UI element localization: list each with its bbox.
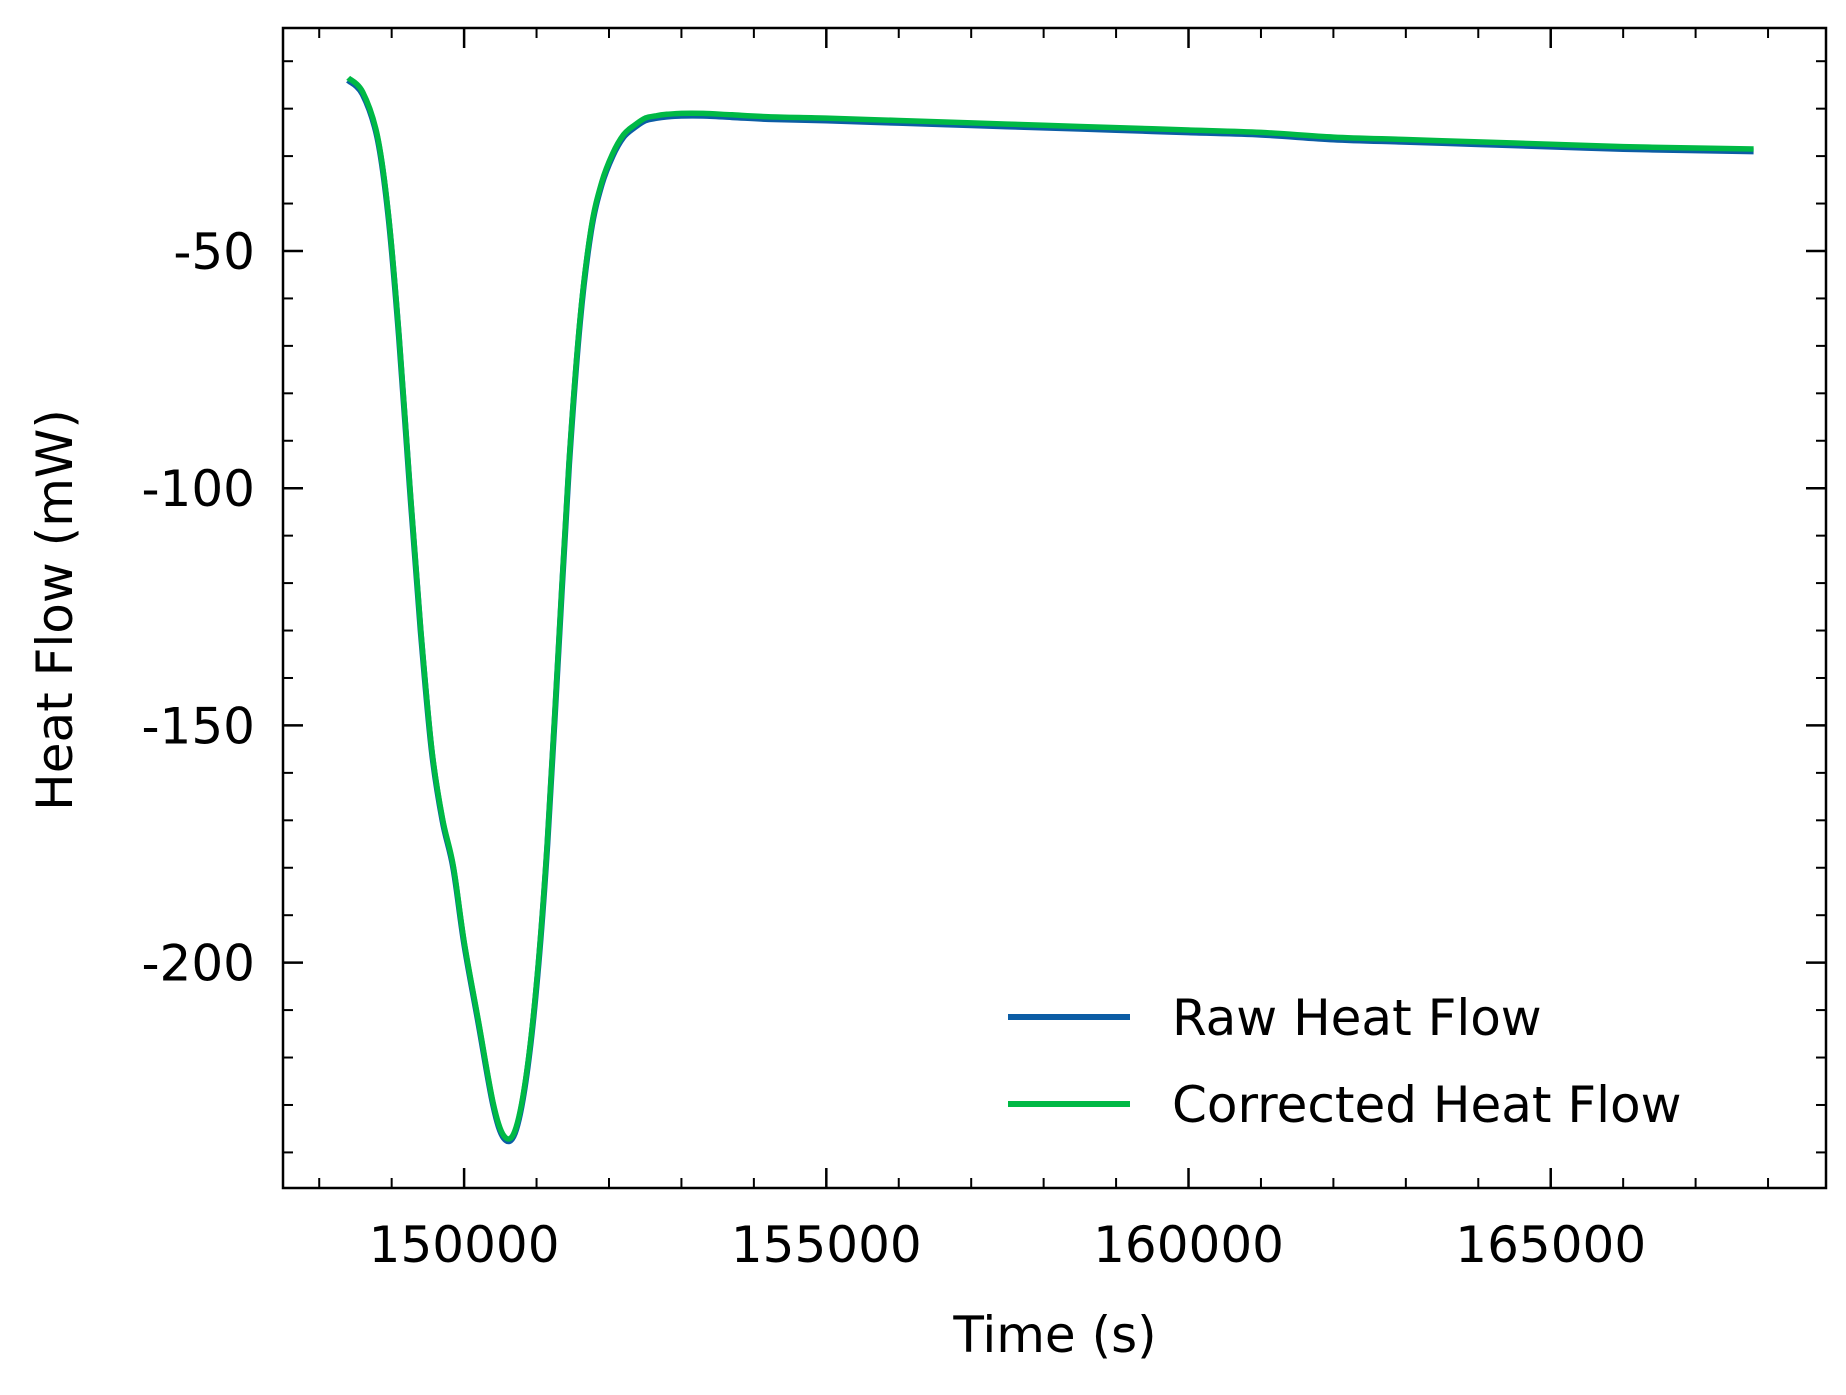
legend-label-raw-heat-flow: Raw Heat Flow <box>1172 989 1542 1047</box>
y-tick-label: -50 <box>173 223 255 281</box>
x-tick-label: 150000 <box>369 1216 560 1274</box>
minor-ticks <box>283 28 1826 1188</box>
legend: Raw Heat Flow Corrected Heat Flow <box>1008 989 1682 1134</box>
legend-label-corrected-heat-flow: Corrected Heat Flow <box>1172 1076 1682 1134</box>
tick-labels: 150000 155000 160000 165000 -50 -100 -150 -200 <box>142 223 1647 1274</box>
x-tick-label: 155000 <box>731 1216 922 1274</box>
y-tick-label: -150 <box>142 697 255 755</box>
x-tick-label: 165000 <box>1455 1216 1646 1274</box>
x-tick-label: 160000 <box>1093 1216 1284 1274</box>
y-tick-label: -200 <box>142 935 255 993</box>
major-ticks <box>283 28 1826 1188</box>
y-tick-label: -100 <box>142 460 255 518</box>
plot-frame <box>281 26 1828 1190</box>
y-axis-label: Heat Flow (mW) <box>26 409 84 811</box>
x-axis-label: Time (s) <box>952 1306 1156 1364</box>
series-line-corrected-heat-flow <box>346 75 1754 1142</box>
series-lines <box>346 75 1754 1145</box>
